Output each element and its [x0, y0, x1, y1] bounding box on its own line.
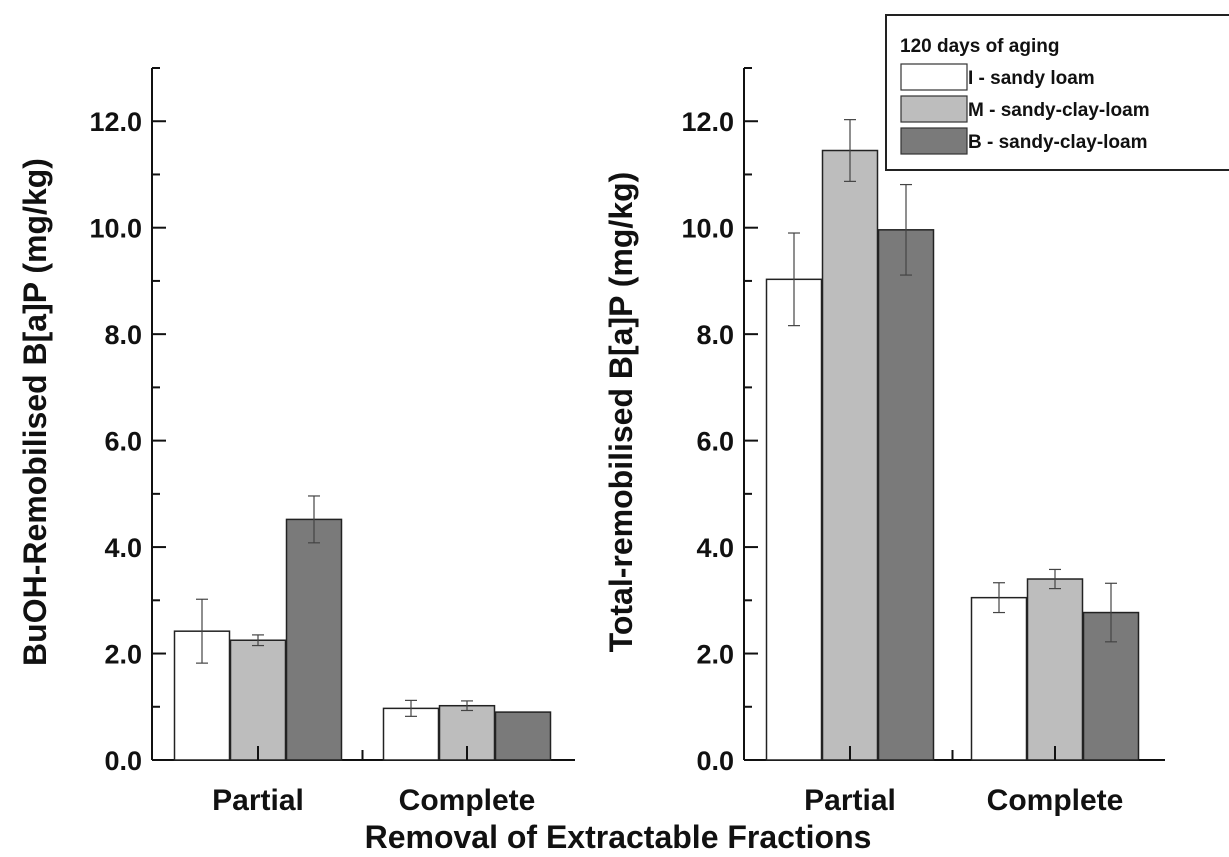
- y-axis-title-right: Total-remobilised B[a]P (mg/kg): [603, 172, 639, 653]
- y-tick-label-right: 10.0: [681, 214, 734, 244]
- chart-panel-buoh: 0.02.04.06.08.010.012.0 Partial Complete …: [17, 67, 575, 817]
- bar-right-partial-3: [877, 229, 935, 761]
- y-tick-label-left: 0.0: [104, 746, 142, 776]
- y-tick-label-left: 2.0: [104, 640, 142, 670]
- x-axis-title: Removal of Extractable Fractions: [365, 819, 872, 855]
- bar-left-partial-3: [285, 518, 343, 761]
- legend: 120 days of aging I - sandy loam M - sand…: [885, 14, 1229, 171]
- y-tick-label-right: 12.0: [681, 107, 734, 137]
- legend-title: 120 days of aging: [900, 36, 1059, 57]
- legend-swatch-1: [900, 63, 968, 91]
- legend-label-2: M - sandy-clay-loam: [968, 100, 1150, 121]
- y-tick-label-left: 6.0: [104, 427, 142, 457]
- bar-right-complete-1: [970, 596, 1028, 761]
- legend-swatch-2: [900, 95, 968, 123]
- y-tick-label-left: 4.0: [104, 533, 142, 563]
- bars-right: [765, 119, 1140, 761]
- y-tick-label-left: 8.0: [104, 320, 142, 350]
- y-tick-label-right: 4.0: [696, 533, 734, 563]
- bar-left-complete-3: [494, 711, 552, 761]
- y-axis-title-left: BuOH-Remobilised B[a]P (mg/kg): [17, 158, 53, 666]
- x-axis-left: Partial Complete: [212, 746, 535, 817]
- y-tick-label-left: 12.0: [89, 107, 142, 137]
- y-tick-label-right: 2.0: [696, 640, 734, 670]
- y-axis-right: 0.0 2.0 4.0 6.0 8.0 10.0 12.0: [681, 67, 758, 776]
- legend-label-1: I - sandy loam: [968, 68, 1095, 89]
- chart-panel-total: 0.02.04.06.08.010.012.0 Partial Complete …: [603, 67, 1165, 817]
- legend-swatch-3: [900, 127, 968, 155]
- x-category-label-right: Partial: [804, 784, 896, 817]
- x-category-label-right: Complete: [987, 784, 1124, 817]
- bars-left: [173, 495, 552, 761]
- bar-right-complete-2: [1026, 578, 1084, 761]
- y-tick-label-right: 8.0: [696, 320, 734, 350]
- bar-left-complete-1: [382, 707, 440, 761]
- y-axis-left: 0.0 2.0 4.0 6.0 8.0 10.0 12.0: [89, 67, 166, 776]
- bar-right-partial-1: [765, 278, 823, 761]
- legend-label-3: B - sandy-clay-loam: [968, 132, 1148, 153]
- bar-left-partial-2: [229, 639, 287, 761]
- y-tick-label-left: 10.0: [89, 214, 142, 244]
- x-category-label-left: Partial: [212, 784, 304, 817]
- bar-right-partial-2: [821, 149, 879, 761]
- x-category-label-left: Complete: [399, 784, 536, 817]
- x-axis-right: Partial Complete: [804, 746, 1123, 817]
- y-tick-label-right: 0.0: [696, 746, 734, 776]
- y-tick-label-right: 6.0: [696, 427, 734, 457]
